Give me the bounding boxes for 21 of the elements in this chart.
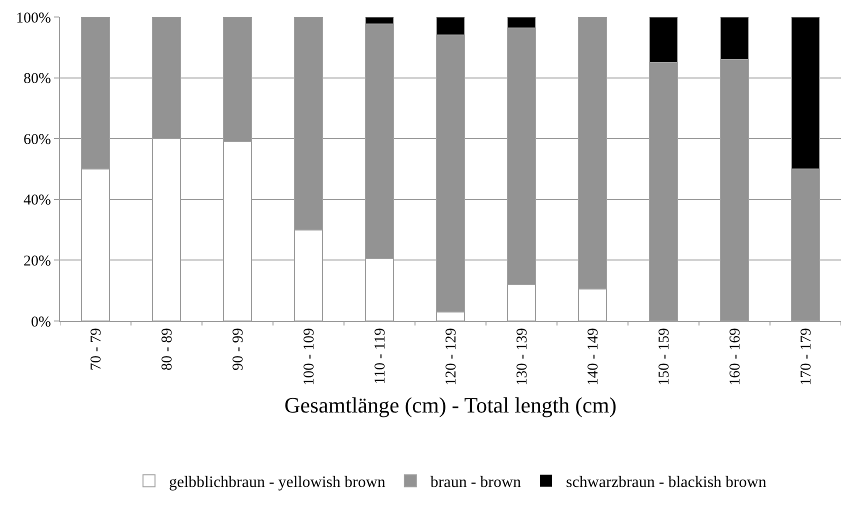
y-tick-label: 20% [24, 253, 51, 270]
y-tick-label: 40% [24, 192, 51, 209]
y-tick-label: 80% [24, 71, 51, 88]
x-tick-label: 80 - 89 [159, 328, 176, 370]
x-tick-label: 120 - 129 [443, 328, 460, 386]
y-tick-label: 60% [24, 132, 51, 148]
y-tick-label: 100% [16, 10, 51, 26]
legend-label: schwarzbraun - blackish brown [566, 474, 766, 492]
y-tick-label: 0% [31, 314, 51, 330]
legend-label: gelbblichbraun - yellowish brown [169, 474, 386, 492]
x-tick-label: 150 - 159 [656, 328, 672, 386]
legend-label: braun - brown [430, 474, 522, 492]
x-tick-label: 130 - 139 [514, 328, 530, 386]
x-tick-label: 160 - 169 [727, 328, 744, 386]
x-tick-label: 110 - 119 [372, 328, 388, 384]
x-tick-label: 100 - 109 [301, 328, 318, 386]
x-axis-title: Gesamtlänge (cm) - Total length (cm) [284, 392, 617, 418]
x-tick-label: 170 - 179 [798, 328, 814, 386]
x-tick-label: 140 - 149 [585, 328, 602, 386]
x-tick-label: 70 - 79 [88, 328, 104, 370]
x-tick-label: 90 - 99 [230, 328, 246, 370]
